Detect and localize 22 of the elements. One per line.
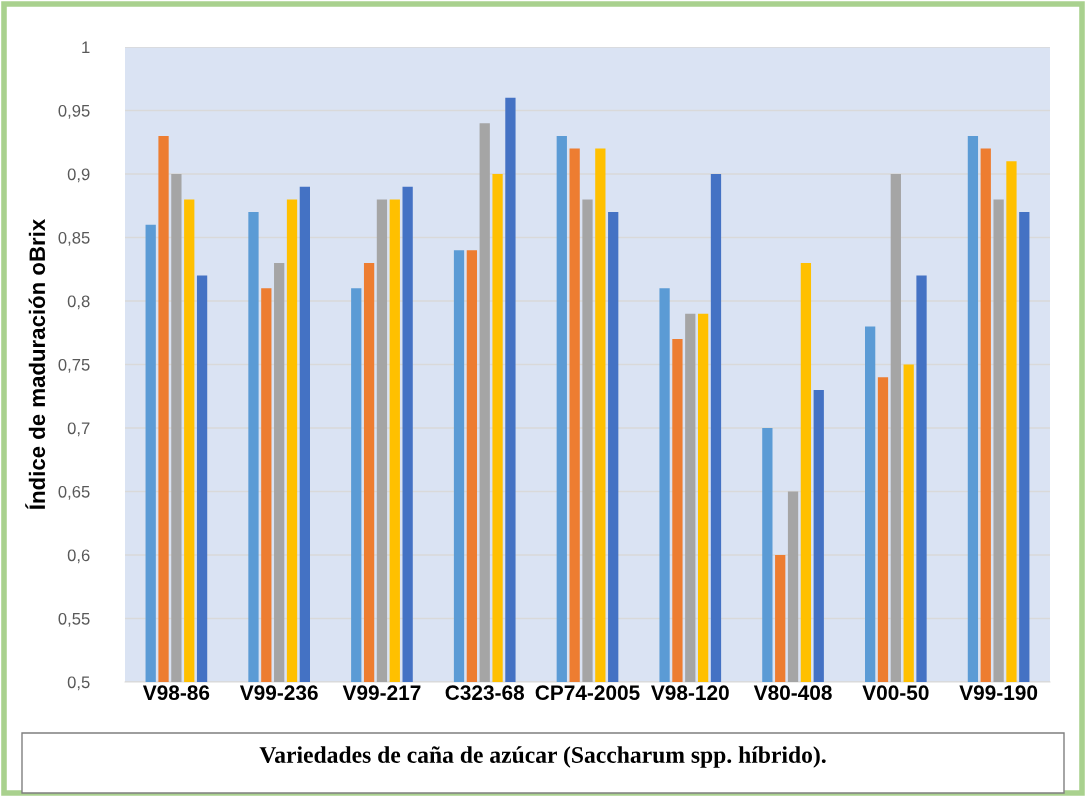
x-tick-label: V98-120 [651,685,729,701]
y-tick-label: 1 [82,41,90,54]
y-tick-label: 0,7 [67,422,90,437]
y-tick-label: 0,6 [67,549,90,564]
x-tick-label: V98-86 [142,685,210,701]
x-tick-label: CP74-2005 [535,685,640,701]
y-tick-label: 0,8 [67,295,90,310]
y-tick-label: 0,75 [58,358,90,373]
y-tick-label: 0,5 [67,676,90,691]
x-tick-label: V00-50 [862,685,929,701]
y-tick-label: 0,65 [58,485,90,500]
y-tick-label: 0,95 [58,104,90,119]
y-tick-label: 0,85 [58,231,90,246]
y-axis-title: Índice de maduración oBrix [25,218,46,510]
x-tick-label: V99-190 [959,685,1038,701]
x-tick-label: V99-236 [239,685,318,701]
y-tick-label: 0,9 [67,168,90,183]
x-tick-label: C323-68 [445,685,525,701]
x-tick-label: V99-217 [342,685,421,701]
x-tick-label: V80-408 [753,685,832,701]
x-axis-title: Variedades de caña de azúcar (Saccharum spp. híbrido). [259,746,826,768]
y-tick-label: 0,55 [58,612,90,627]
